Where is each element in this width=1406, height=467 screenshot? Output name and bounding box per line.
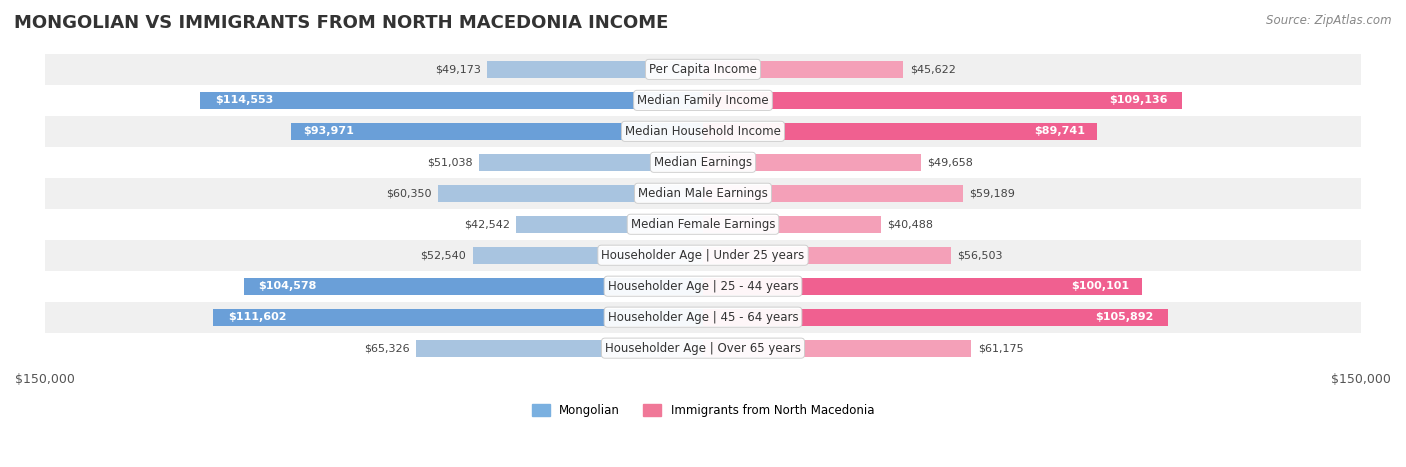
Bar: [703, 309, 1167, 325]
Text: $59,189: $59,189: [969, 188, 1015, 198]
Text: MONGOLIAN VS IMMIGRANTS FROM NORTH MACEDONIA INCOME: MONGOLIAN VS IMMIGRANTS FROM NORTH MACED…: [14, 14, 668, 32]
Text: $60,350: $60,350: [387, 188, 432, 198]
Text: Householder Age | 45 - 64 years: Householder Age | 45 - 64 years: [607, 311, 799, 324]
Text: $40,488: $40,488: [887, 219, 934, 229]
Bar: [472, 247, 703, 264]
Text: Median Family Income: Median Family Income: [637, 94, 769, 107]
Bar: [45, 116, 1361, 147]
Bar: [703, 185, 963, 202]
Text: $45,622: $45,622: [910, 64, 956, 74]
Text: $89,741: $89,741: [1033, 126, 1085, 136]
Legend: Mongolian, Immigrants from North Macedonia: Mongolian, Immigrants from North Macedon…: [527, 399, 879, 422]
Bar: [703, 61, 903, 78]
Bar: [45, 147, 1361, 178]
Bar: [45, 302, 1361, 333]
Bar: [703, 123, 1097, 140]
Text: $104,578: $104,578: [257, 281, 316, 291]
Text: $100,101: $100,101: [1071, 281, 1129, 291]
Text: $56,503: $56,503: [957, 250, 1002, 260]
Text: $52,540: $52,540: [420, 250, 465, 260]
Bar: [45, 178, 1361, 209]
Bar: [201, 92, 703, 109]
Bar: [703, 340, 972, 357]
Text: $114,553: $114,553: [215, 95, 274, 106]
Bar: [45, 333, 1361, 364]
Bar: [45, 85, 1361, 116]
Text: Median Earnings: Median Earnings: [654, 156, 752, 169]
Bar: [516, 216, 703, 233]
Bar: [45, 240, 1361, 271]
Bar: [45, 271, 1361, 302]
Bar: [416, 340, 703, 357]
Bar: [439, 185, 703, 202]
Bar: [703, 92, 1182, 109]
Text: $49,173: $49,173: [434, 64, 481, 74]
Bar: [291, 123, 703, 140]
Bar: [488, 61, 703, 78]
Text: Householder Age | 25 - 44 years: Householder Age | 25 - 44 years: [607, 280, 799, 293]
Text: $111,602: $111,602: [228, 312, 287, 322]
Bar: [703, 154, 921, 171]
Text: $109,136: $109,136: [1109, 95, 1167, 106]
Text: $61,175: $61,175: [979, 343, 1024, 353]
Text: $51,038: $51,038: [427, 157, 472, 167]
Bar: [479, 154, 703, 171]
Text: Householder Age | Under 25 years: Householder Age | Under 25 years: [602, 249, 804, 262]
Bar: [703, 278, 1142, 295]
Bar: [45, 209, 1361, 240]
Text: $65,326: $65,326: [364, 343, 409, 353]
Text: Median Household Income: Median Household Income: [626, 125, 780, 138]
Bar: [703, 247, 950, 264]
Bar: [214, 309, 703, 325]
Bar: [45, 54, 1361, 85]
Text: $105,892: $105,892: [1095, 312, 1153, 322]
Text: $49,658: $49,658: [928, 157, 973, 167]
Text: Source: ZipAtlas.com: Source: ZipAtlas.com: [1267, 14, 1392, 27]
Text: Per Capita Income: Per Capita Income: [650, 63, 756, 76]
Text: $42,542: $42,542: [464, 219, 510, 229]
Bar: [245, 278, 703, 295]
Text: Median Male Earnings: Median Male Earnings: [638, 187, 768, 200]
Bar: [703, 216, 880, 233]
Text: Median Female Earnings: Median Female Earnings: [631, 218, 775, 231]
Text: Householder Age | Over 65 years: Householder Age | Over 65 years: [605, 342, 801, 354]
Text: $93,971: $93,971: [304, 126, 354, 136]
